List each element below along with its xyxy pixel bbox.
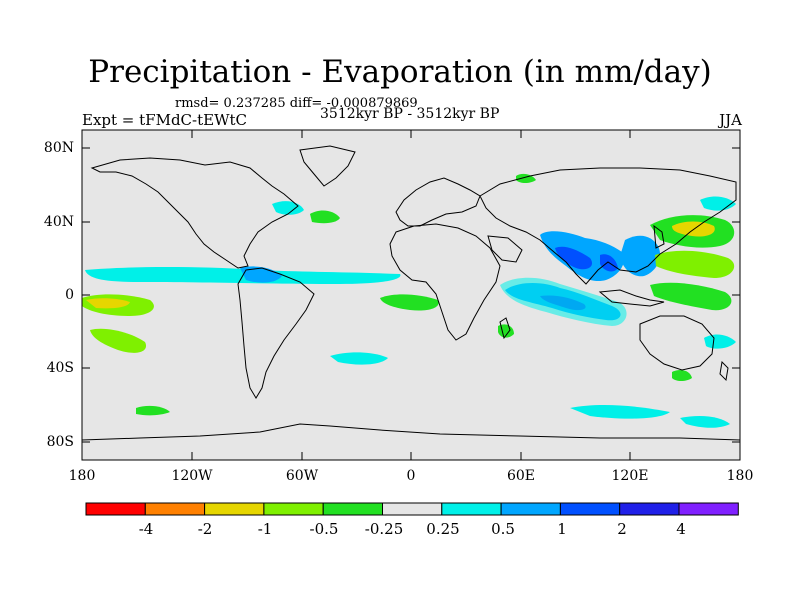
- field-indian-cyan: [500, 277, 627, 326]
- ticks: [81, 130, 741, 460]
- lon-label-180e: 180: [726, 468, 754, 484]
- period-label: 3512kyr BP - 3512kyr BP: [320, 106, 500, 122]
- map-title: Precipitation - Evaporation (in mm/day): [88, 54, 712, 90]
- colorbar-swatch: [144, 502, 206, 516]
- lon-label-120e: 120E: [611, 468, 649, 484]
- lon-label-60w: 60W: [285, 468, 319, 484]
- colorbar-label: 4: [676, 520, 686, 538]
- field-atl-green: [380, 294, 439, 311]
- colorbar-swatch: [678, 502, 739, 516]
- coast-madagascar: [499, 317, 511, 340]
- field-madagascar-green: [498, 324, 514, 338]
- colorbar-label: 0.25: [426, 520, 460, 538]
- lon-label-60e: 60E: [506, 468, 536, 484]
- lat-label-0: 0: [65, 287, 74, 303]
- colorbar-label: -0.5: [309, 520, 339, 538]
- season-label: JJA: [719, 111, 742, 129]
- field-so-green1: [136, 405, 170, 416]
- coast-indonesia: [598, 289, 665, 307]
- experiment-label: Expt = tFMdC-tEWtC: [82, 111, 247, 129]
- colorbar-swatch: [619, 502, 680, 516]
- field-wpac-blue: [620, 235, 661, 277]
- field-wpac-green: [655, 250, 735, 278]
- colorbar-swatch: [85, 502, 146, 516]
- colorbar-label: -2: [197, 520, 213, 538]
- lat-label-40n: 40N: [43, 214, 74, 230]
- coast-antarctica: [81, 423, 741, 441]
- lon-label-120w: 120W: [171, 468, 213, 484]
- field-maritime-green: [650, 282, 732, 311]
- lon-label-180w: 180: [68, 468, 96, 484]
- field-aus-cyan: [704, 334, 736, 349]
- colorbar-label: 1: [557, 520, 567, 538]
- field-natl-green: [310, 210, 340, 224]
- coastlines: [81, 145, 741, 441]
- field-eq-pac-blue: [240, 266, 282, 283]
- coast-australia: [639, 315, 715, 371]
- field-so-cyan1: [330, 352, 388, 365]
- colorbar-swatch: [322, 502, 384, 516]
- lat-label-40s: 40S: [46, 360, 74, 376]
- colorbar: [85, 502, 739, 516]
- stats-text: rmsd= 0.237285 diff= -0.000879869: [175, 96, 418, 111]
- field-india-dark: [555, 246, 593, 270]
- coast-south-america: [237, 267, 315, 399]
- lon-label-0: 0: [406, 468, 416, 484]
- colorbar-swatch: [441, 502, 502, 516]
- colorbar-label: -4: [138, 520, 154, 538]
- colorbar-swatch: [559, 502, 621, 516]
- colorbar-label: -1: [257, 520, 273, 538]
- colorbar-swatch: [500, 502, 561, 516]
- colorbar-label: 2: [617, 520, 627, 538]
- coast-greenland: [299, 145, 356, 187]
- field-so-cyan2: [570, 405, 670, 419]
- coast-new-zealand: [719, 360, 729, 382]
- coast-africa: [389, 223, 501, 341]
- coast-arabia: [487, 235, 523, 263]
- lat-label-80n: 80N: [43, 140, 74, 156]
- coast-japan: [653, 224, 665, 249]
- colorbar-swatch: [263, 502, 324, 516]
- field-so-cyan3: [680, 416, 730, 428]
- colorbar-swatch: [382, 502, 443, 516]
- field-spac2-green: [90, 328, 147, 353]
- colorbar-swatch: [204, 502, 265, 516]
- field-spac-yellow: [86, 298, 130, 309]
- lat-label-80s: 80S: [46, 434, 74, 450]
- coast-north-america: [90, 157, 299, 269]
- colorbar-label: -0.25: [364, 520, 404, 538]
- field-aus-green: [672, 370, 692, 381]
- colorbar-label: 0.5: [491, 520, 515, 538]
- coast-asia: [479, 167, 737, 285]
